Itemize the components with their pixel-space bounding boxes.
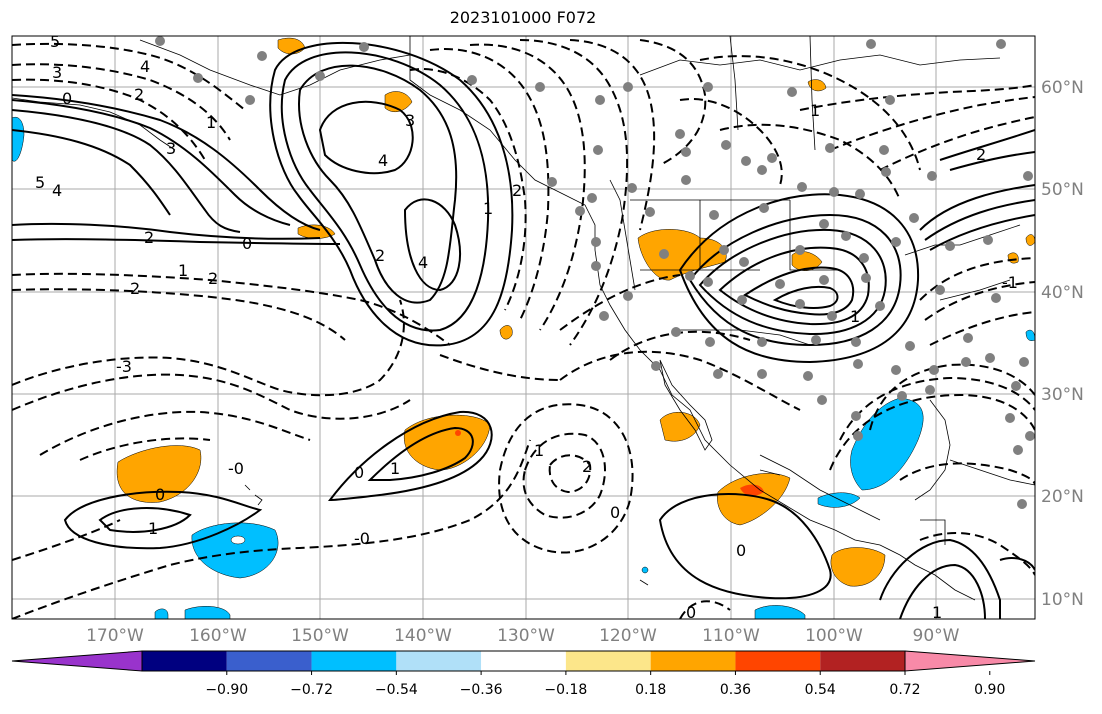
contour-label: 0 [610,503,620,522]
contour-label: 1 [810,101,820,120]
lat-label: 50°N [1041,180,1084,200]
contour-label: 2 [375,246,385,265]
lat-label: 20°N [1041,487,1084,507]
contour-label: 4 [140,57,150,76]
lon-label: 150°W [291,626,349,646]
station-markers [155,36,1035,509]
colorbar-segment [396,651,482,671]
contour-label: 1 [932,603,942,622]
contour-label: 0 [354,463,364,482]
colorbar-tick-label: 0.90 [974,682,1006,698]
contour-label: 2 [208,269,218,288]
map-frame [11,35,1036,620]
contour-label: -0 [354,529,370,548]
colorbar-tick-label: −0.18 [544,682,588,698]
weak-negative-shading [230,535,246,545]
colorbar-tick-label: 0.36 [719,682,752,698]
contour-label: 2 [144,228,154,247]
lon-label: 170°W [86,626,144,646]
lat-label: 10°N [1041,590,1084,610]
contour-label: 1 [534,441,544,460]
colorbar-tick-label: 0.18 [635,682,667,698]
colorbar-segment [565,651,651,671]
contour-label: 0 [686,603,696,622]
lon-label: 100°W [805,626,863,646]
positive-contours [12,41,1035,619]
contour-label: 2 [134,85,144,104]
colorbar-tick-label: 0.72 [889,682,921,698]
colorbar-segment [226,651,312,671]
contour-label: 4 [418,253,428,272]
colorbar-segment [481,651,566,671]
contour-label: 1 [206,113,216,132]
contour-label: 2 [976,145,986,164]
colorbar-tick-label: −0.72 [290,682,333,698]
colorbar-segment [311,651,397,671]
lon-label: 160°W [189,626,247,646]
contour-label: 0 [736,541,746,560]
colorbar-segment [650,651,736,671]
negative-contours [12,39,1035,619]
colorbar-tick-label: −0.90 [205,682,249,698]
colorbar-extend-low [11,650,143,672]
colorbar-segment [142,651,227,671]
contour-label: 0 [155,485,165,504]
lon-label: 90°W [913,626,960,646]
contour-label: 1 [178,261,188,280]
map-title: 2023101000 F072 [449,8,597,27]
contour-label: 3 [166,139,176,158]
longitude-labels: 170°W 160°W 150°W 140°W 130°W 120°W 110°… [86,626,960,646]
colorbar-tick-label: −0.54 [374,682,418,698]
contour-label: 5 [50,32,60,51]
contour-label: 4 [52,181,62,200]
colorbar-tick-label: −0.36 [459,682,503,698]
lat-lon-grid [12,36,1035,619]
contour-label: -3 [116,357,132,376]
lat-label: 40°N [1041,283,1084,303]
colorbar-tick-label: 0.54 [804,682,836,698]
contour-label: 1 [483,199,493,218]
lon-label: 140°W [394,626,452,646]
contour-label: -1 [1002,273,1018,292]
colorbar-frame [141,650,906,672]
contour-label: 3 [405,111,415,130]
contour-label: 2 [130,279,140,298]
colorbar-extend-high [904,650,1036,672]
lon-label: 120°W [599,626,657,646]
contour-label: 2 [582,457,592,476]
contour-label-layer: 5 3 2 0 1 4 3 4 2 4 1 2 5 4 3 2 1 2 0 2 [35,32,1018,622]
contour-label: 1 [148,519,158,538]
positive-anomaly-shading [116,37,1035,587]
lon-label: 110°W [702,626,760,646]
colorbar-segment [820,651,905,671]
contour-label: 5 [35,173,45,192]
lon-label: 130°W [497,626,555,646]
contour-label: 0 [242,234,252,253]
strong-positive-anomaly-shading [455,430,764,497]
lat-label: 60°N [1041,78,1084,98]
contour-label: 1 [390,459,400,478]
latitude-labels: 60°N 50°N 40°N 30°N 20°N 10°N [1041,78,1084,610]
contour-label: 3 [52,63,62,82]
map-background [12,36,1035,619]
contour-label: 2 [512,181,522,200]
contour-label: 1 [850,307,860,326]
colorbar-segment [735,651,821,671]
colorbar [11,650,1036,675]
contour-label: 4 [378,151,388,170]
contour-label: 0 [62,89,72,108]
contour-label: -0 [228,459,244,478]
lat-label: 30°N [1041,385,1084,405]
